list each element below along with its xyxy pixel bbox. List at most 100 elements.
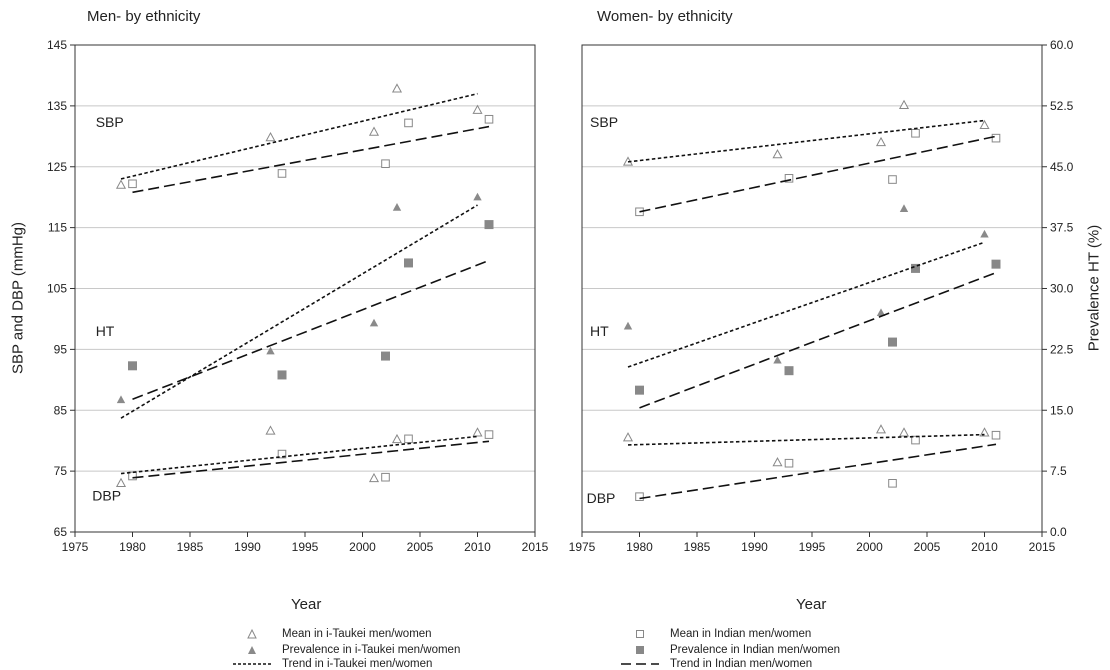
x-tick-label: 1995: [292, 540, 319, 554]
men-panel: 1975 1980 1985 1990 1995 2000 2005 2010 2015 65 75…: [47, 38, 549, 554]
women-chart-title: Women- by ethnicity: [597, 8, 733, 25]
data-point-open-triangle: [772, 457, 783, 467]
x-tick-label: 2015: [522, 540, 549, 554]
data-point-open-triangle: [472, 104, 483, 114]
annotation-dbp: DBP: [587, 490, 616, 506]
data-point-open-square: [381, 472, 390, 482]
data-point-filled-square: [635, 385, 644, 395]
data-point-filled-square: [404, 258, 413, 268]
data-point-open-square: [128, 471, 137, 481]
trend-line: [639, 135, 997, 213]
y-tick-label: 115: [48, 221, 67, 235]
y-tick-label: 75: [54, 464, 68, 478]
data-point-open-square: [484, 430, 494, 439]
data-point-open-triangle: [979, 119, 990, 130]
x-tick-label: 2000: [349, 540, 376, 554]
data-point-open-triangle: [875, 136, 887, 147]
data-point-open-triangle: [368, 472, 380, 483]
data-point-filled-triangle: [876, 308, 886, 317]
x-tick-label: 1985: [684, 540, 711, 554]
x-tick-label: 1995: [799, 540, 826, 554]
y-tick-label: 145: [47, 38, 67, 52]
data-point-open-square: [888, 479, 897, 488]
left-y-axis-label: SBP and DBP (mmHg): [9, 222, 27, 374]
y2-tick-label: 60.0: [1050, 38, 1074, 52]
data-point-open-triangle: [391, 83, 403, 93]
trend-line: [627, 433, 985, 446]
data-point-open-triangle: [115, 179, 127, 189]
y2-tick-label: 37.5: [1050, 221, 1074, 235]
data-point-open-square: [484, 114, 494, 124]
data-point-open-square: [277, 449, 287, 459]
data-point-open-square: [991, 430, 1001, 440]
trend-line: [132, 440, 490, 479]
data-point-filled-triangle: [980, 229, 989, 238]
data-point-open-square: [404, 434, 413, 444]
data-point-open-triangle: [898, 427, 910, 437]
data-point-filled-square: [128, 361, 137, 371]
trend-line: [639, 271, 997, 409]
data-point-open-triangle: [622, 432, 634, 442]
data-point-filled-square: [991, 259, 1001, 269]
x-tick-label: 2010: [971, 540, 998, 554]
data-point-filled-square: [784, 366, 794, 376]
y2-tick-label: 15.0: [1050, 403, 1074, 417]
data-point-open-square: [888, 175, 897, 184]
men-chart-title: Men- by ethnicity: [87, 8, 201, 25]
x-tick-label: 2015: [1029, 540, 1056, 554]
x-tick-label: 1975: [62, 540, 89, 554]
data-point-filled-square: [381, 351, 390, 361]
data-point-filled-square: [277, 370, 287, 380]
data-point-filled-square: [888, 337, 897, 347]
y2-tick-label: 0.0: [1050, 525, 1067, 539]
x-tick-label: 1985: [177, 540, 204, 554]
data-point-filled-triangle: [392, 203, 402, 211]
y-tick-label: 95: [54, 342, 68, 356]
x-tick-label: 1990: [234, 540, 261, 554]
data-point-open-square: [277, 169, 287, 178]
y2-tick-label: 22.5: [1050, 342, 1074, 356]
data-point-open-triangle: [898, 99, 910, 109]
data-point-open-square: [784, 174, 794, 183]
data-point-open-triangle: [368, 126, 380, 136]
data-point-filled-triangle: [116, 395, 126, 404]
trend-line: [132, 125, 490, 194]
right-y-axis-label: Prevalence HT (%): [1085, 224, 1103, 352]
trend-line: [120, 92, 478, 180]
trend-line: [132, 259, 490, 401]
data-point-open-square: [128, 179, 137, 189]
trend-line: [627, 241, 985, 368]
y2-tick-label: 30.0: [1050, 282, 1074, 296]
y-tick-label: 65: [54, 525, 68, 539]
data-point-open-square: [991, 133, 1001, 143]
data-point-open-triangle: [391, 433, 403, 444]
trend-line: [120, 435, 478, 475]
x-tick-label: 2005: [407, 540, 434, 554]
trend-line: [639, 443, 997, 500]
x-tick-label: 1980: [626, 540, 653, 554]
data-point-open-square: [404, 118, 413, 128]
y2-tick-label: 45.0: [1050, 160, 1074, 174]
men-x-axis-label: Year: [291, 596, 322, 613]
data-point-filled-triangle: [369, 318, 379, 327]
data-point-open-square: [381, 159, 390, 169]
annotation-dbp: DBP: [92, 487, 121, 503]
y2-tick-label: 52.5: [1050, 99, 1074, 113]
data-point-filled-triangle: [623, 321, 633, 330]
x-tick-label: 2005: [914, 540, 941, 554]
data-point-filled-square: [911, 263, 920, 273]
data-point-open-triangle: [472, 427, 483, 437]
data-point-open-triangle: [265, 425, 276, 435]
data-point-filled-square: [484, 220, 494, 230]
data-point-open-square: [911, 435, 920, 445]
annotation-ht: HT: [590, 323, 609, 339]
y-tick-label: 85: [54, 403, 68, 417]
x-tick-label: 1975: [569, 540, 596, 554]
data-point-open-square: [911, 128, 920, 138]
y2-tick-label: 7.5: [1050, 464, 1067, 478]
data-point-open-square: [635, 492, 644, 501]
data-point-filled-triangle: [773, 355, 782, 364]
data-point-open-triangle: [115, 477, 127, 487]
